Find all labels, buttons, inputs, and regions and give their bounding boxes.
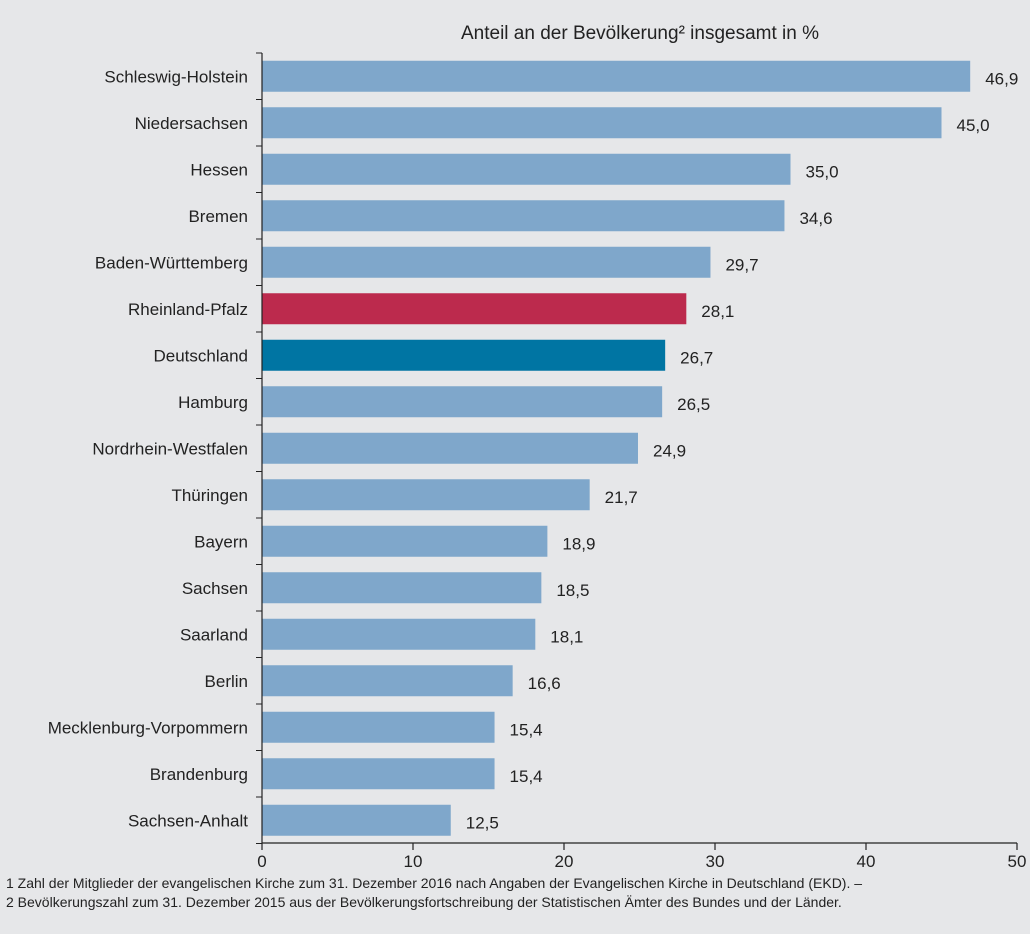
value-label: 46,9 [985, 69, 1018, 88]
x-tick-label: 20 [555, 852, 574, 871]
category-label: Schleswig-Holstein [104, 67, 248, 86]
bar [262, 60, 971, 92]
value-label: 15,4 [510, 767, 543, 786]
bar [262, 758, 495, 790]
category-label: Hamburg [178, 393, 248, 412]
value-label: 18,5 [556, 581, 589, 600]
category-label: Sachsen [182, 579, 248, 598]
category-label: Brandenburg [150, 765, 248, 784]
bar [262, 525, 548, 557]
category-label: Niedersachsen [135, 114, 248, 133]
category-label: Rheinland-Pfalz [128, 300, 248, 319]
value-label: 28,1 [701, 302, 734, 321]
category-label: Berlin [205, 672, 248, 691]
bar [262, 665, 513, 697]
bar [262, 432, 638, 464]
value-label: 18,1 [550, 627, 583, 646]
bar [262, 246, 711, 278]
x-tick-label: 30 [706, 852, 725, 871]
value-label: 26,5 [677, 395, 710, 414]
bar [262, 479, 590, 511]
category-label: Mecklenburg-Vorpommern [48, 718, 248, 737]
category-label: Baden-Württemberg [95, 253, 248, 272]
value-label: 34,6 [799, 209, 832, 228]
bar [262, 572, 542, 604]
footnote-2: 2 Bevölkerungszahl zum 31. Dezember 2015… [6, 894, 842, 910]
category-label: Sachsen-Anhalt [128, 811, 248, 830]
x-axis: 0 10 20 30 40 50 [256, 52, 1027, 871]
x-tick-label: 10 [404, 852, 423, 871]
chart-title: Anteil an der Bevölkerung² insgesamt in … [461, 23, 819, 44]
bar [262, 618, 536, 650]
value-label: 18,9 [562, 534, 595, 553]
x-tick-label: 50 [1008, 852, 1027, 871]
bar [262, 339, 666, 371]
x-tick-label: 0 [257, 852, 266, 871]
category-label: Thüringen [171, 486, 248, 505]
bar [262, 200, 785, 232]
value-label: 16,6 [528, 674, 561, 693]
value-label: 26,7 [680, 348, 713, 367]
category-label: Deutschland [153, 346, 248, 365]
bar [262, 711, 495, 743]
bars-layer: Schleswig-Holstein 46,9 Niedersachsen 45,0 H… [48, 60, 1018, 836]
bar [262, 804, 451, 836]
category-label: Saarland [180, 625, 248, 644]
footnote-1: 1 Zahl der Mitglieder der evangelischen … [6, 875, 863, 891]
value-label: 45,0 [957, 116, 990, 135]
value-label: 29,7 [725, 255, 758, 274]
category-label: Nordrhein-Westfalen [92, 439, 248, 458]
bar [262, 153, 791, 185]
category-label: Hessen [190, 160, 248, 179]
value-label: 21,7 [605, 488, 638, 507]
bar [262, 386, 663, 418]
value-label: 24,9 [653, 441, 686, 460]
category-label: Bayern [194, 532, 248, 551]
category-label: Bremen [188, 207, 248, 226]
x-tick-label: 40 [857, 852, 876, 871]
value-label: 12,5 [466, 813, 499, 832]
bar [262, 293, 687, 325]
value-label: 35,0 [806, 162, 839, 181]
value-label: 15,4 [510, 720, 543, 739]
bar [262, 107, 942, 139]
